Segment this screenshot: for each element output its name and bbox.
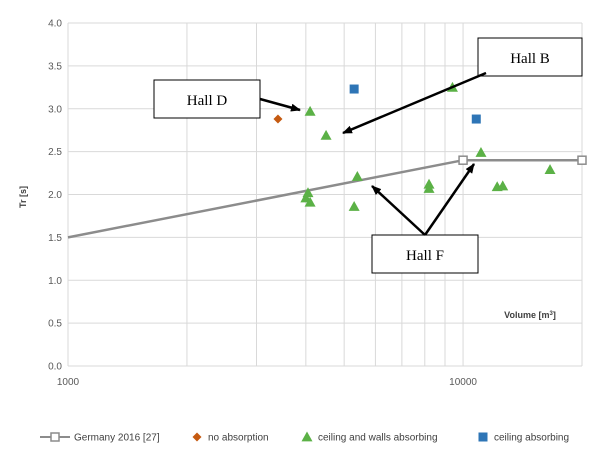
x-tick-label: 10000	[449, 377, 477, 388]
legend-label: ceiling and walls absorbing	[318, 433, 438, 444]
x-axis-label: Volume [m3]	[504, 310, 556, 320]
legend-label: no absorption	[208, 433, 269, 444]
y-tick-label: 4.0	[48, 19, 62, 30]
annotations: Hall B Hall D Hall F	[153, 37, 583, 274]
svg-text:Hall F: Hall F	[406, 248, 444, 264]
germany-2016-marker	[577, 155, 587, 165]
ceiling-absorbing-point	[471, 114, 481, 124]
annotation-hall-f: Hall F	[371, 234, 479, 274]
legend: Germany 2016 [27] no absorption ceiling an…	[40, 431, 569, 444]
y-tick-label: 3.0	[48, 104, 62, 115]
y-tick-label: 2.5	[48, 147, 62, 158]
y-axis: 0.0 0.5 1.0 1.5 2.0 2.5 3.0 3.5 4.0	[48, 19, 62, 373]
y-tick-label: 0.0	[48, 362, 62, 373]
legend-ceiling-walls-swatch	[301, 431, 313, 442]
ceiling-walls-absorbing-point	[348, 201, 360, 211]
x-axis: 1000 10000	[57, 377, 478, 388]
ceiling-walls-absorbing-point	[544, 164, 556, 175]
ceiling-absorbing-point	[349, 84, 359, 94]
ceiling-walls-absorbing-point	[304, 196, 316, 207]
legend-label: ceiling absorbing	[494, 433, 569, 444]
ceiling-walls-absorbing-point	[302, 187, 314, 198]
legend-germany-2016-marker	[50, 432, 60, 442]
y-tick-label: 0.5	[48, 319, 62, 330]
arrow-hall-b	[342, 71, 487, 135]
y-tick-label: 3.5	[48, 61, 62, 72]
legend-no-absorption-swatch	[192, 432, 202, 442]
annotation-hall-d: Hall D	[153, 79, 261, 119]
svg-text:Hall D: Hall D	[187, 93, 228, 109]
y-axis-label: Tr [s]	[18, 186, 28, 208]
legend-label: Germany 2016 [27]	[74, 433, 160, 444]
arrow-hall-d	[259, 97, 301, 112]
y-tick-label: 1.5	[48, 233, 62, 244]
x-tick-label: 1000	[57, 377, 80, 388]
annotation-hall-b: Hall B	[477, 37, 583, 77]
ceiling-walls-absorbing-point	[320, 129, 332, 140]
germany-2016-marker	[458, 155, 468, 165]
arrow-hall-f-left	[371, 185, 426, 236]
ceiling-walls-absorbing-point	[497, 180, 509, 191]
ceiling-walls-absorbing-point	[475, 146, 487, 157]
ceiling-walls-absorbing-point	[351, 170, 363, 181]
y-tick-label: 1.0	[48, 276, 62, 287]
y-tick-label: 2.0	[48, 190, 62, 201]
svg-text:Hall B: Hall B	[510, 51, 550, 67]
no-absorption-point	[273, 114, 283, 124]
legend-ceiling-absorbing-swatch	[478, 432, 488, 442]
arrow-hall-f-right	[423, 163, 476, 236]
ceiling-walls-absorbing-point	[304, 105, 316, 116]
ceiling-walls-absorbing-point	[423, 182, 435, 193]
